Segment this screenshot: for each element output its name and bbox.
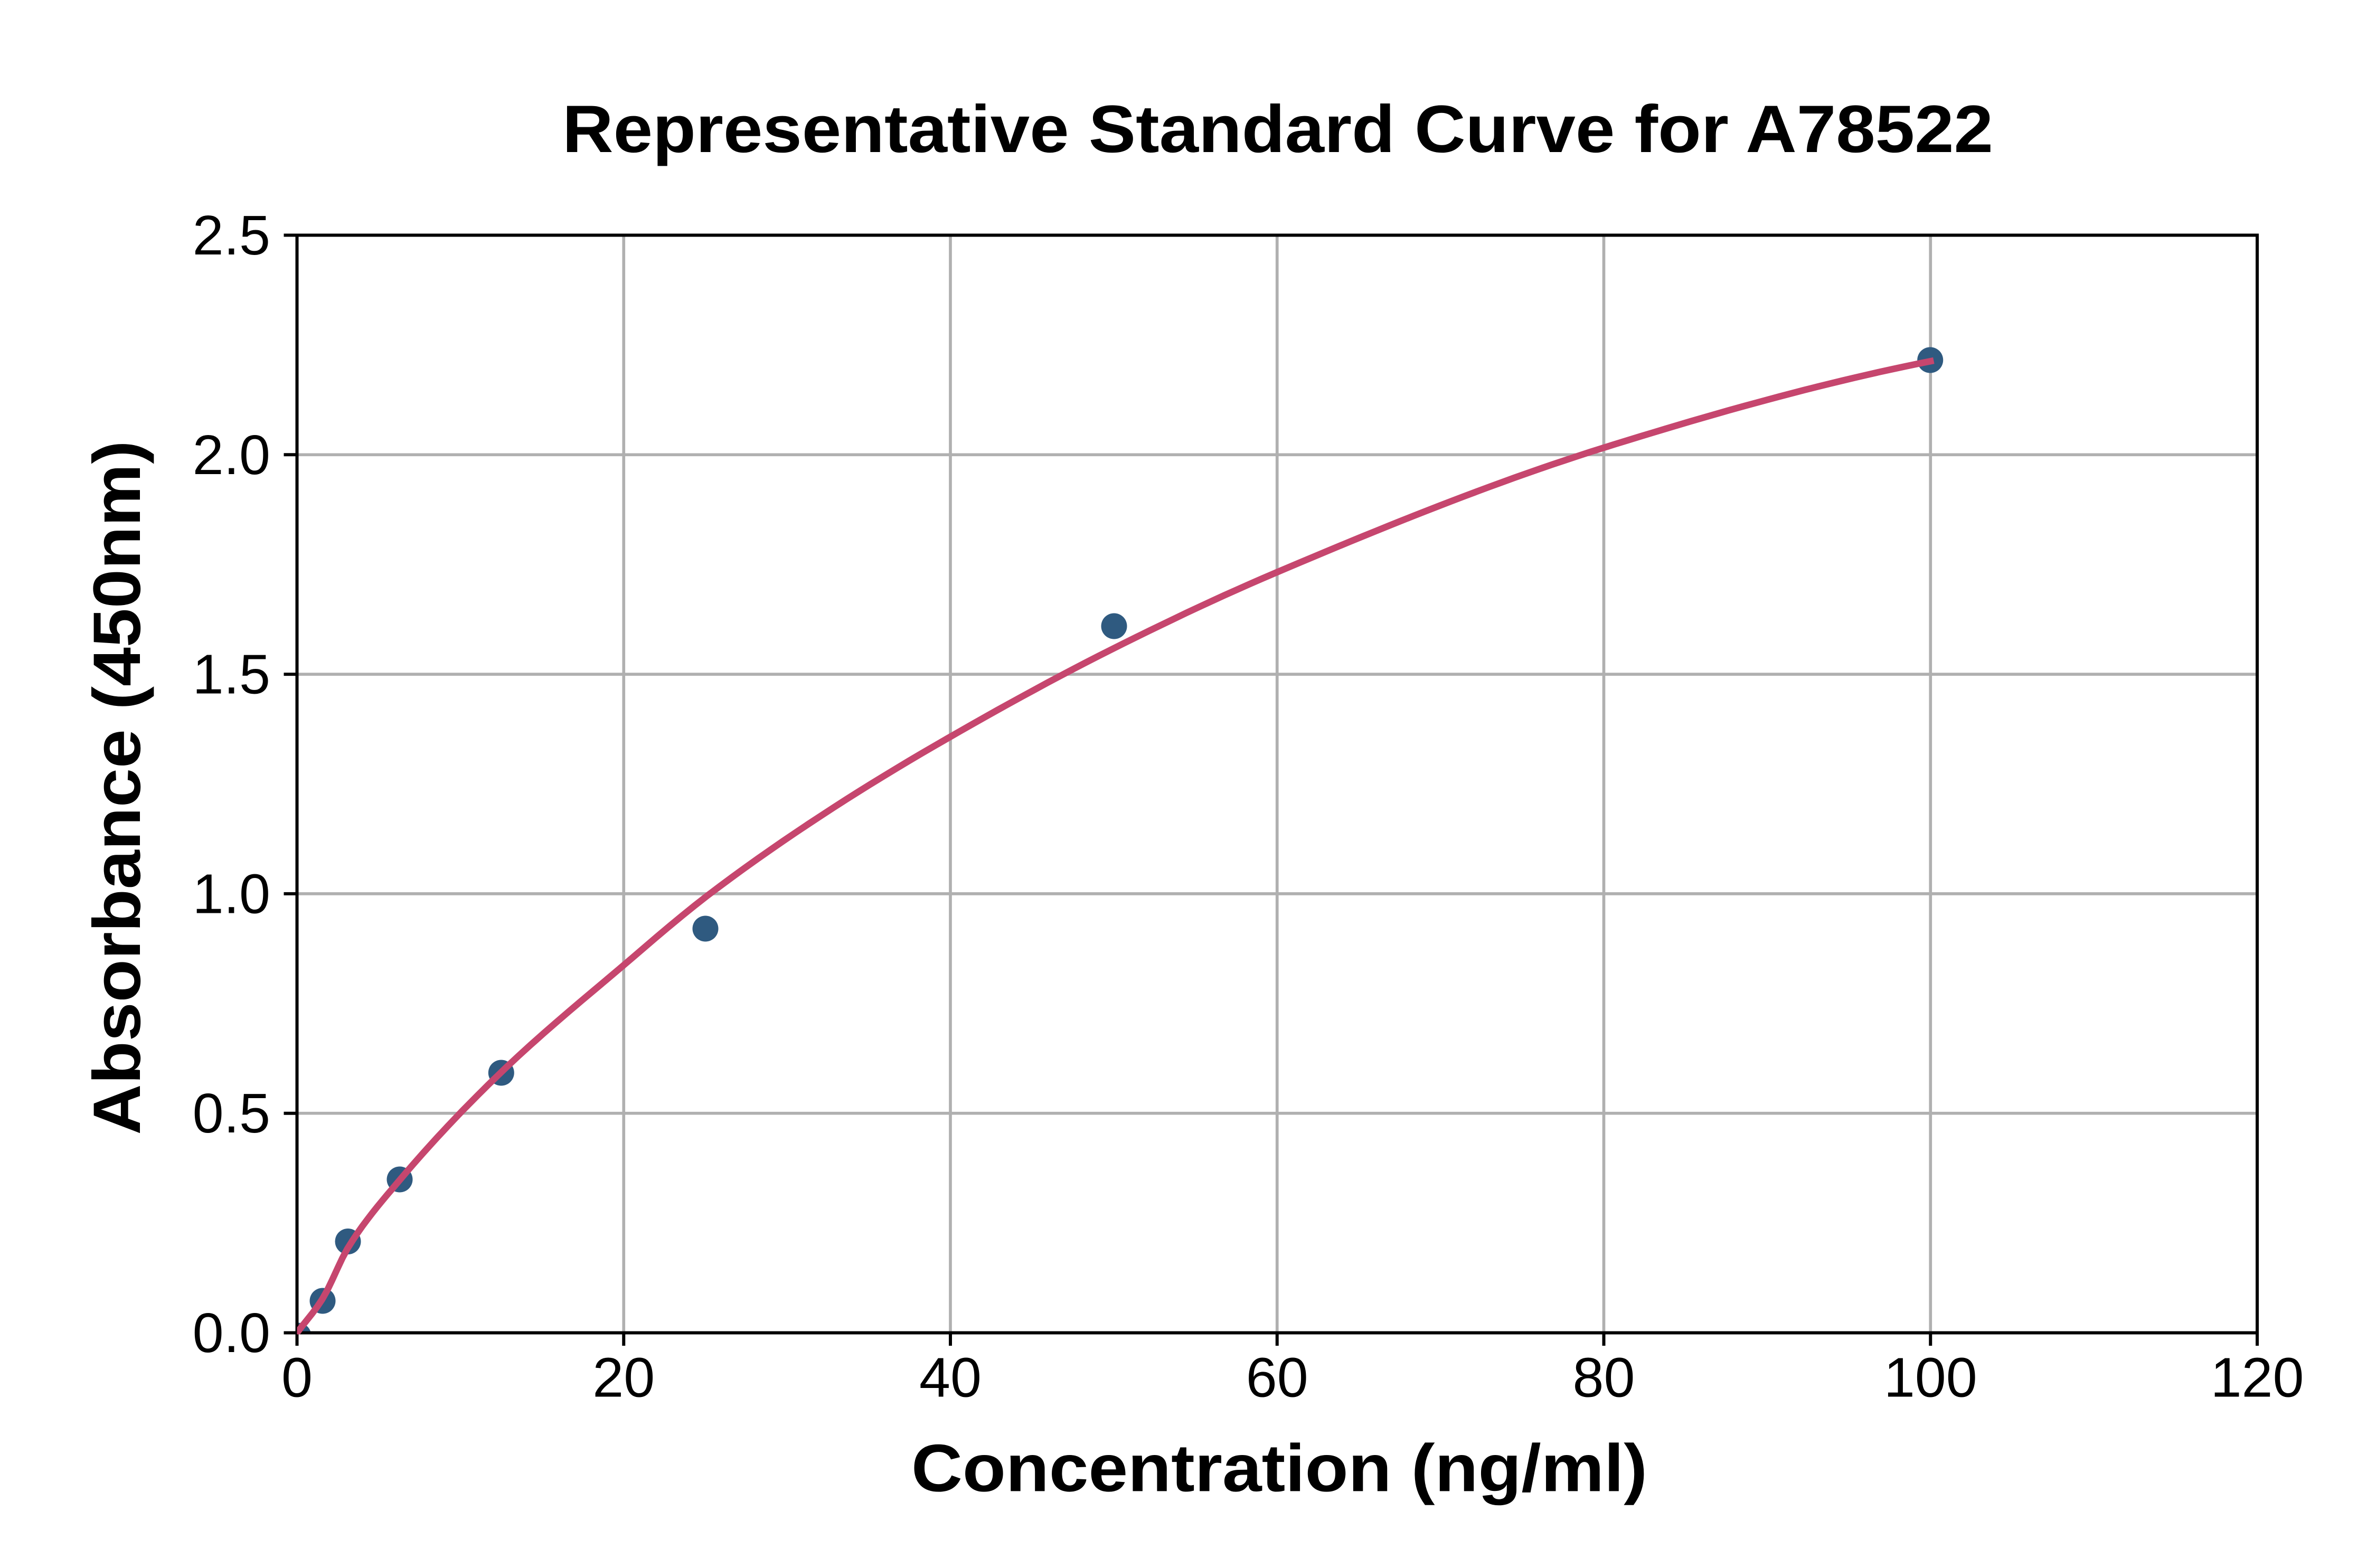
svg-text:0.0: 0.0 [193, 1302, 270, 1364]
svg-text:1.5: 1.5 [193, 644, 270, 706]
svg-text:2.5: 2.5 [193, 204, 270, 267]
svg-text:60: 60 [1246, 1347, 1308, 1409]
svg-text:2.0: 2.0 [193, 424, 270, 486]
svg-text:0: 0 [281, 1347, 313, 1409]
svg-text:100: 100 [1884, 1347, 1977, 1409]
svg-text:80: 80 [1573, 1347, 1635, 1409]
svg-text:Absorbance (450nm): Absorbance (450nm) [79, 441, 154, 1135]
svg-text:0.5: 0.5 [193, 1082, 270, 1145]
svg-text:120: 120 [2211, 1347, 2304, 1409]
svg-text:Concentration (ng/ml): Concentration (ng/ml) [911, 1430, 1647, 1505]
svg-text:1.0: 1.0 [193, 863, 270, 925]
svg-text:20: 20 [592, 1347, 655, 1409]
svg-text:Representative Standard Curve: Representative Standard Curve for A78522 [562, 91, 1993, 166]
svg-text:40: 40 [919, 1347, 982, 1409]
